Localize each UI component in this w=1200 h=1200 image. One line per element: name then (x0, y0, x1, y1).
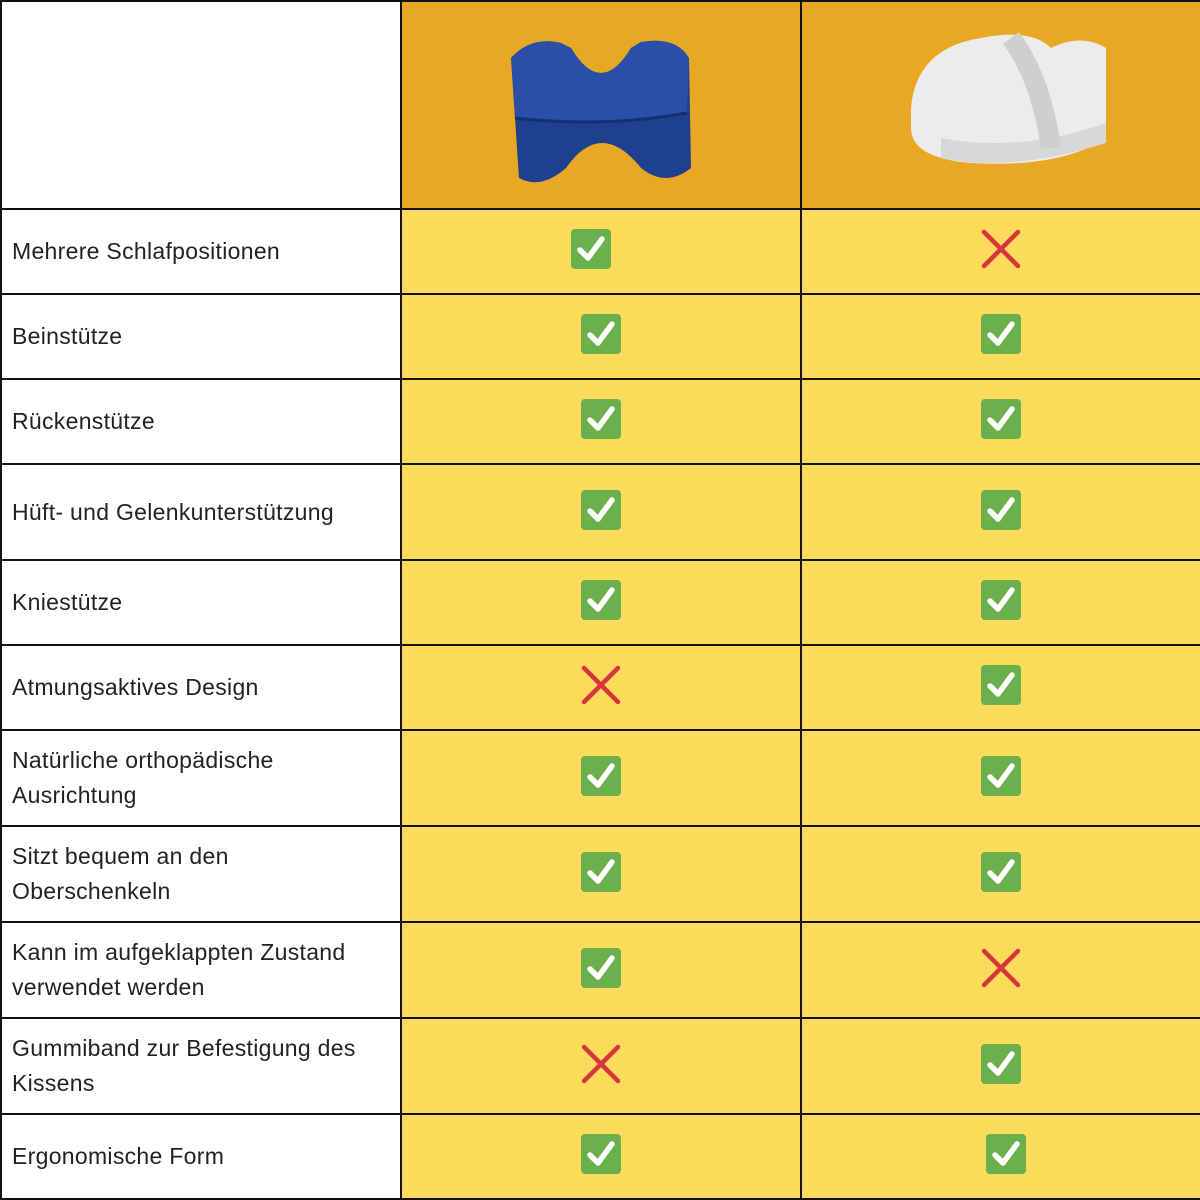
blue-knee-pillow-image (511, 40, 691, 182)
check-icon (581, 755, 621, 796)
product-2-cell (800, 463, 1200, 561)
cross-icon (981, 948, 1021, 988)
check-icon (986, 1134, 1026, 1174)
table-row: Rückenstütze (0, 378, 1200, 465)
product-1-header (400, 0, 802, 210)
check-icon (581, 1134, 621, 1174)
white-knee-pillow-image (911, 31, 1106, 164)
table-row: Hüft- und Gelenkunterstützung (0, 463, 1200, 561)
table-row: Gummiband zur Befestigung des Kissens (0, 1017, 1200, 1115)
product-1-cell (400, 921, 802, 1019)
product-2-cell (800, 1017, 1200, 1115)
check-icon (981, 755, 1021, 796)
product-2-cell (800, 378, 1200, 465)
feature-label: Hüft- und Gelenkunterstützung (0, 463, 402, 561)
feature-label: Rückenstütze (0, 378, 402, 465)
product-1-cell (400, 729, 802, 827)
feature-label: Kann im aufgeklappten Zustand verwendet … (0, 921, 402, 1019)
product-2-cell (800, 644, 1200, 731)
table-row: Natürliche orthopädische Ausrichtung (0, 729, 1200, 827)
table-row: Mehrere Schlafpositionen (0, 208, 1200, 295)
check-icon (981, 851, 1021, 892)
product-2-cell (800, 1113, 1200, 1200)
product-2-cell (800, 825, 1200, 923)
check-icon (581, 851, 621, 892)
check-icon (581, 314, 621, 354)
product-2-cell (800, 729, 1200, 827)
feature-label: Sitzt bequem an den Oberschenkeln (0, 825, 402, 923)
check-icon (981, 489, 1021, 530)
cross-icon (981, 229, 1021, 269)
product-1-cell (400, 825, 802, 923)
product-1-cell (400, 463, 802, 561)
feature-label: Ergonomische Form (0, 1113, 402, 1200)
check-icon (581, 947, 621, 988)
product-1-cell (400, 559, 802, 646)
product-2-cell (800, 293, 1200, 380)
check-icon (571, 229, 611, 269)
table-row: Beinstütze (0, 293, 1200, 380)
product-1-cell (400, 208, 802, 295)
cross-icon (581, 665, 621, 705)
product-2-cell (800, 559, 1200, 646)
check-icon (981, 665, 1021, 705)
product-2-header (800, 0, 1200, 210)
check-icon (581, 399, 621, 439)
product-1-cell (400, 1113, 802, 1200)
product-1-cell (400, 644, 802, 731)
product-1-cell (400, 378, 802, 465)
product-1-cell (400, 1017, 802, 1115)
table-row: Sitzt bequem an den Oberschenkeln (0, 825, 1200, 923)
check-icon (981, 314, 1021, 354)
feature-label: Beinstütze (0, 293, 402, 380)
table-row: Atmungsaktives Design (0, 644, 1200, 731)
feature-label: Natürliche orthopädische Ausrichtung (0, 729, 402, 827)
product-2-cell (800, 921, 1200, 1019)
table-row: Kann im aufgeklappten Zustand verwendet … (0, 921, 1200, 1019)
empty-header-cell (0, 0, 402, 210)
header-row (0, 0, 1200, 210)
table-row: Kniestütze (0, 559, 1200, 646)
table-row: Ergonomische Form (0, 1113, 1200, 1200)
feature-label: Atmungsaktives Design (0, 644, 402, 731)
check-icon (581, 489, 621, 530)
check-icon (981, 399, 1021, 439)
product-2-cell (800, 208, 1200, 295)
feature-label: Gummiband zur Befestigung des Kissens (0, 1017, 402, 1115)
check-icon (981, 580, 1021, 620)
feature-label: Mehrere Schlafpositionen (0, 208, 402, 295)
product-1-cell (400, 293, 802, 380)
feature-label: Kniestütze (0, 559, 402, 646)
check-icon (981, 1043, 1021, 1084)
cross-icon (581, 1044, 621, 1084)
check-icon (581, 580, 621, 620)
